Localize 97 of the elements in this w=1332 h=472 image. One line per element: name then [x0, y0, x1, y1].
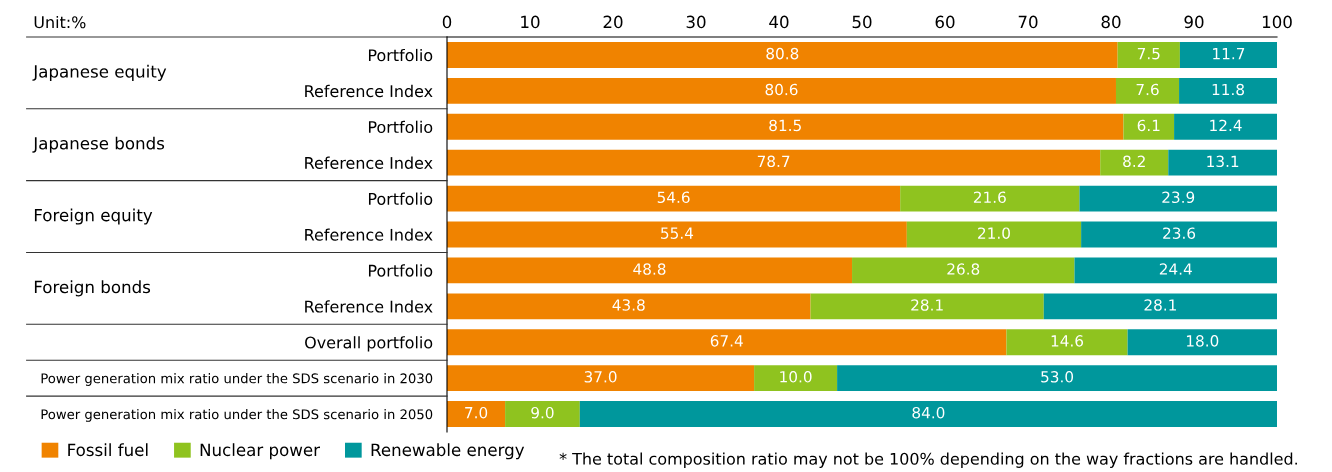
bar — [447, 257, 853, 284]
y-tick-label: Portfolio — [368, 48, 433, 62]
y-tick-label: Portfolio — [368, 264, 433, 277]
data-label: 13.1 — [1207, 155, 1239, 168]
x-tick-label: 100 — [1262, 15, 1292, 29]
bar — [1074, 257, 1277, 284]
y-tick-label: Reference Index — [305, 228, 433, 241]
bar — [447, 329, 1007, 356]
bar — [1179, 42, 1277, 68]
bar — [1168, 149, 1277, 176]
bar — [1079, 185, 1277, 212]
bar — [447, 221, 907, 248]
bar — [1100, 149, 1169, 176]
bar — [754, 365, 838, 392]
data-label: 24.4 — [1159, 263, 1192, 275]
bar — [1174, 113, 1277, 140]
text: Japanese bonds — [32, 136, 165, 153]
data-label: 80.6 — [765, 83, 798, 96]
bar — [447, 293, 811, 320]
x-tick-label: 20 — [603, 15, 623, 29]
y-tick-label: Portfolio — [368, 120, 433, 134]
data-label: 26.8 — [947, 263, 980, 275]
data-label: 80.8 — [766, 47, 799, 60]
x-tick-label: 10 — [521, 15, 540, 29]
data-label: 14.6 — [1051, 335, 1084, 347]
bar — [447, 149, 1101, 176]
text: Foreign bonds — [34, 280, 151, 297]
bar — [852, 257, 1075, 284]
x-tick-label: 70 — [1018, 15, 1038, 29]
bar — [447, 185, 901, 212]
bar — [447, 42, 1118, 68]
data-label: 7.6 — [1136, 83, 1159, 96]
bar — [579, 401, 1277, 427]
bar — [906, 221, 1082, 248]
data-label: 21.0 — [978, 227, 1010, 239]
data-label: 11.8 — [1212, 83, 1244, 96]
x-tick-label: 80 — [1101, 15, 1121, 29]
data-label: 21.6 — [973, 191, 1006, 204]
data-label: 84.0 — [912, 406, 945, 419]
data-label: 37.0 — [584, 371, 617, 383]
data-label: 11.7 — [1213, 48, 1245, 60]
x-tick-label: 30 — [686, 15, 706, 29]
data-label: 67.4 — [710, 335, 743, 347]
data-label: 48.8 — [633, 263, 666, 275]
data-label: 28.1 — [1144, 299, 1176, 311]
x-tick-label: 40 — [769, 15, 789, 29]
text: * The total composition ratio may not be 100% depending on the way fractions are handled. — [559, 452, 1297, 468]
data-label: 9.0 — [531, 406, 554, 419]
bar — [447, 113, 1124, 140]
y-tick-label: Portfolio — [368, 192, 433, 205]
data-label: 23.9 — [1162, 191, 1195, 204]
x-tick-label: 60 — [935, 15, 955, 29]
data-label: 78.7 — [757, 155, 790, 168]
text: Unit:% — [34, 15, 86, 29]
bar — [1179, 77, 1277, 104]
bar — [447, 77, 1116, 104]
data-label: 18.0 — [1186, 335, 1219, 347]
data-label: 12.4 — [1210, 119, 1242, 131]
bar — [1115, 77, 1180, 104]
data-label: 28.1 — [911, 299, 943, 311]
y-tick-label: Reference Index — [305, 84, 433, 98]
bar — [447, 365, 755, 392]
data-label: 7.0 — [465, 406, 488, 419]
data-label: 23.6 — [1163, 227, 1196, 239]
y-tick-label: Reference Index — [305, 300, 433, 313]
y-tick-label: Power generation mix ratio under the SDS scenario in 2030 — [41, 373, 433, 386]
bar — [1117, 42, 1180, 68]
data-label: 7.5 — [1137, 48, 1160, 60]
bar — [1123, 113, 1175, 140]
bar — [810, 293, 1044, 320]
bar — [900, 185, 1080, 212]
bar — [1081, 221, 1277, 248]
y-tick-label: Reference Index — [305, 156, 433, 169]
text: Japanese equity — [32, 64, 167, 81]
bar — [837, 365, 1277, 392]
data-label: 54.6 — [657, 191, 690, 204]
bar — [505, 401, 580, 427]
data-label: 8.2 — [1123, 155, 1145, 168]
legend-label: Nuclear power — [200, 443, 321, 460]
y-tick-label: Overall portfolio — [305, 336, 433, 352]
data-label: 10.0 — [780, 371, 812, 383]
legend-label: Fossil fuel — [68, 443, 148, 457]
bar — [447, 401, 506, 427]
bar — [1006, 329, 1128, 356]
text: Foreign equity — [34, 208, 153, 225]
data-label: 81.5 — [769, 119, 801, 132]
data-label: 6.1 — [1137, 119, 1160, 132]
x-tick-label: 0 — [442, 15, 452, 29]
bar — [1043, 293, 1277, 320]
bar — [1127, 329, 1277, 356]
data-label: 55.4 — [661, 227, 694, 239]
x-tick-label: 50 — [852, 15, 872, 29]
y-tick-label: Power generation mix ratio under the SDS scenario in 2050 — [41, 409, 433, 422]
data-label: 53.0 — [1041, 371, 1074, 383]
x-tick-label: 90 — [1184, 15, 1204, 29]
data-label: 43.8 — [612, 299, 645, 311]
legend-label: Renewable energy — [371, 443, 525, 460]
